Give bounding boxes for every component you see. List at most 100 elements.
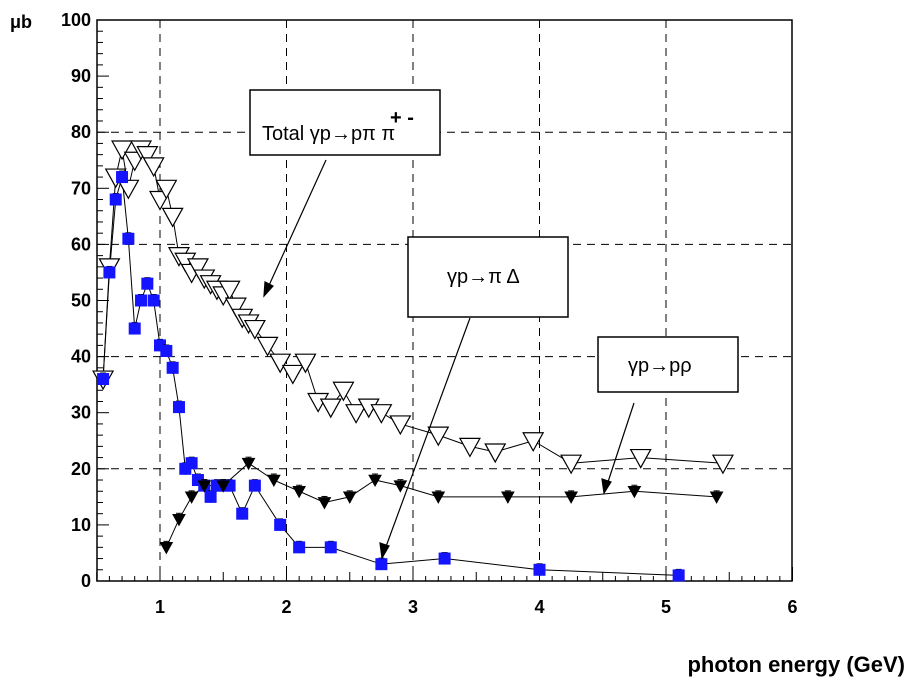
data-point-delta xyxy=(533,563,546,576)
x-axis-title: photon energy (GeV) xyxy=(687,652,905,677)
y-tick-label: 70 xyxy=(71,178,91,198)
data-point-total xyxy=(256,336,279,357)
data-point-delta xyxy=(672,569,685,582)
y-tick-label: 20 xyxy=(71,459,91,479)
data-point-rho xyxy=(431,491,446,504)
arrow-total-head xyxy=(263,281,274,298)
y-tick-label: 40 xyxy=(71,347,91,367)
data-point-rho xyxy=(267,474,281,488)
data-point-delta xyxy=(236,507,249,520)
data-point-delta xyxy=(135,294,148,307)
data-point-delta xyxy=(324,541,337,554)
data-point-rho xyxy=(709,491,724,504)
data-point-rho xyxy=(342,491,357,504)
data-point-delta xyxy=(109,193,122,206)
data-point-total xyxy=(269,353,292,374)
x-tick-label: 5 xyxy=(661,597,671,617)
y-tick-label: 10 xyxy=(71,515,91,535)
data-point-delta xyxy=(128,322,141,335)
annotation-rho: γp→pρ xyxy=(597,336,739,393)
y-tick-label: 0 xyxy=(81,571,91,591)
annotation-rho-box xyxy=(597,336,739,393)
data-point-rho xyxy=(501,491,515,504)
data-point-rho xyxy=(197,480,212,493)
data-point-total xyxy=(224,297,247,318)
x-tick-labels: 1 2 3 4 5 6 xyxy=(155,597,798,617)
data-point-total xyxy=(186,258,209,279)
data-point-total xyxy=(294,353,317,374)
data-point-total xyxy=(111,140,134,161)
annotation-total-box xyxy=(249,89,441,156)
data-point-total xyxy=(629,448,652,469)
data-point-total xyxy=(319,398,342,419)
x-tick-label: 6 xyxy=(787,597,797,617)
data-point-total xyxy=(117,179,140,200)
data-point-delta xyxy=(97,373,110,386)
data-point-delta xyxy=(103,266,116,279)
annotation-arrows xyxy=(263,159,635,560)
y-tick-label: 90 xyxy=(71,66,91,86)
arrow-rho xyxy=(605,402,635,489)
annotation-total: Total γp→pπ π + - xyxy=(249,89,441,156)
data-point-total xyxy=(243,319,266,340)
data-point-total xyxy=(458,437,481,458)
data-point-delta xyxy=(248,479,261,492)
data-point-rho xyxy=(292,485,306,499)
x-tick-label: 1 xyxy=(155,597,165,617)
x-tick-label: 2 xyxy=(281,597,291,617)
data-point-delta xyxy=(141,277,154,290)
data-point-rho xyxy=(368,474,382,488)
y-tick-label: 100 xyxy=(61,10,91,30)
annotation-total-charge: + - xyxy=(390,107,414,129)
series-line-2 xyxy=(165,462,717,548)
x-tick-label: 3 xyxy=(408,597,418,617)
data-point-delta xyxy=(204,490,217,503)
data-point-total xyxy=(370,404,393,424)
data-point-total xyxy=(522,432,545,452)
data-point-rho xyxy=(216,480,231,493)
y-tick-label: 50 xyxy=(71,291,91,311)
x-tick-label: 4 xyxy=(534,597,544,617)
data-point-delta xyxy=(185,457,198,470)
data-point-delta xyxy=(438,552,451,565)
data-point-total xyxy=(711,454,734,475)
data-point-rho xyxy=(564,491,578,504)
data-point-rho xyxy=(159,542,174,555)
data-point-total xyxy=(332,381,355,402)
data-point-rho xyxy=(241,457,256,471)
data-point-delta xyxy=(274,518,287,531)
data-point-rho xyxy=(317,497,332,510)
y-axis-title: μb xyxy=(10,12,32,32)
data-point-total xyxy=(281,364,304,385)
data-point-total xyxy=(142,157,165,178)
data-point-total xyxy=(155,179,178,200)
data-point-total xyxy=(389,415,412,436)
data-point-total xyxy=(218,280,241,301)
arrow-rho-head xyxy=(601,478,612,495)
axis-ticks xyxy=(96,19,793,582)
data-point-delta xyxy=(116,171,129,184)
arrow-delta-head xyxy=(379,542,390,560)
data-point-rho xyxy=(627,485,642,499)
y-tick-label: 30 xyxy=(71,403,91,423)
data-point-delta xyxy=(160,344,173,357)
annotation-total-text: Total γp→pπ π xyxy=(262,123,395,145)
data-point-delta xyxy=(293,541,306,554)
annotation-delta: γp→π Δ xyxy=(407,236,569,318)
data-point-total xyxy=(345,404,368,424)
data-point-delta xyxy=(172,401,185,414)
arrow-total xyxy=(265,159,327,293)
annotation-delta-text: γp→π Δ xyxy=(447,266,520,288)
data-point-total xyxy=(427,426,450,447)
y-tick-label: 60 xyxy=(71,234,91,254)
y-tick-label: 80 xyxy=(71,122,91,142)
arrow-delta xyxy=(383,317,471,553)
data-point-total xyxy=(560,454,583,475)
data-point-rho xyxy=(184,491,199,504)
annotation-rho-text: γp→pρ xyxy=(628,355,692,377)
series-line-1 xyxy=(102,176,679,576)
data-point-rho xyxy=(393,480,408,493)
data-point-delta xyxy=(166,361,179,374)
data-point-total xyxy=(484,443,507,464)
